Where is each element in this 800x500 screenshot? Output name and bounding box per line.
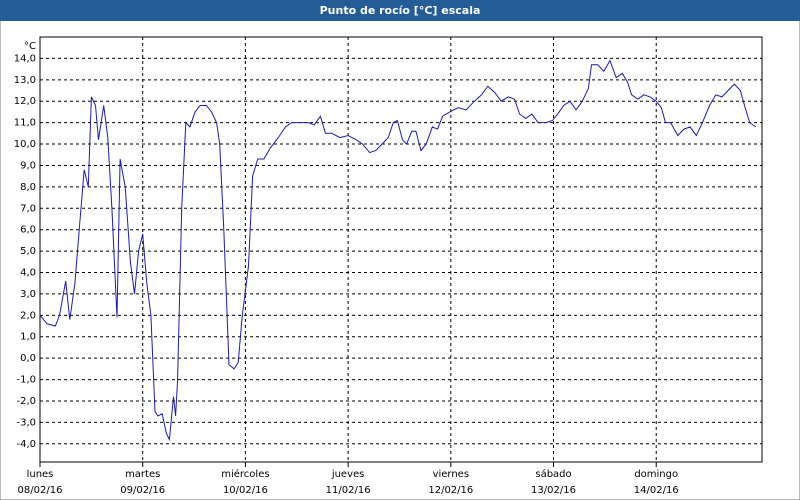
x-tick-label: sábado [535,468,571,480]
y-tick-label: 0,0 [20,353,36,364]
y-tick-label: 4,0 [20,268,36,279]
x-tick-date: 14/02/16 [634,485,679,496]
x-tick-date: 12/02/16 [428,485,473,496]
y-tick-label: 3,0 [20,289,36,300]
title-bar [0,0,800,21]
y-tick-label: -1,0 [16,375,36,386]
x-tick-date: 10/02/16 [223,485,268,496]
x-tick-label: viernes [433,469,469,480]
y-tick-label: 2,0 [20,310,36,321]
y-tick-label: 5,0 [20,246,36,257]
x-tick-label: jueves [331,469,365,480]
y-tick-label: -3,0 [16,417,36,428]
x-tick-label: miércoles [221,468,269,480]
y-tick-label: 7,0 [20,203,36,214]
y-tick-label: 13,0 [14,75,36,86]
chart-title: Punto de rocío [°C] escala [320,4,481,17]
x-tick-date: 08/02/16 [18,485,63,496]
y-tick-label: 11,0 [14,118,36,129]
x-tick-date: 09/02/16 [120,485,165,496]
y-tick-label: 8,0 [20,182,36,193]
y-tick-label: -4,0 [16,439,36,450]
y-tick-label: 9,0 [20,160,36,171]
y-tick-label: 14,0 [14,53,36,64]
y-unit: °C [24,41,36,52]
y-tick-label: 10,0 [14,139,36,150]
x-tick-label: martes [125,469,160,480]
x-tick-label: lunes [27,469,54,480]
y-tick-label: -2,0 [16,396,36,407]
x-tick-label: domingo [634,469,678,480]
y-tick-label: 12,0 [14,96,36,107]
x-tick-date: 11/02/16 [326,485,371,496]
x-tick-date: 13/02/16 [531,485,576,496]
y-tick-label: 1,0 [20,332,36,343]
data-line [39,59,757,442]
y-tick-label: 6,0 [20,225,36,236]
